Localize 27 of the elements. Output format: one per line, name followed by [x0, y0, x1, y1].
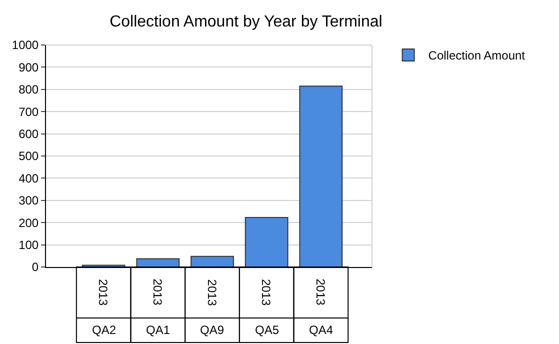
y-tick-label: 800: [18, 82, 39, 97]
bar: [299, 86, 343, 267]
text: 2013: [96, 278, 110, 306]
x-tick-label: QA9: [200, 323, 224, 337]
text: 2013: [313, 278, 328, 306]
bar: [190, 256, 234, 267]
y-tick-label: 0: [32, 260, 39, 274]
x-tick-label: QA2: [92, 323, 116, 337]
y-tick-label: 1000: [12, 38, 39, 52]
y-tick-label: 900: [18, 60, 39, 74]
text: 2013: [150, 278, 164, 306]
y-tick-label: 500: [18, 149, 39, 164]
chart-title: Collection Amount by Year by Terminal: [110, 14, 382, 31]
y-tick-label: 400: [18, 171, 39, 186]
bar: [136, 258, 180, 267]
y-tick-label: 600: [18, 127, 39, 141]
bar: [244, 216, 288, 267]
x-tick-label: QA5: [255, 323, 280, 337]
x-tick-label: QA4: [309, 323, 334, 337]
legend-label: Collection Amount: [428, 48, 526, 63]
y-tick-label: 300: [18, 194, 39, 208]
text: 2013: [204, 279, 219, 306]
y-tick-label: 700: [18, 104, 39, 119]
x-tick-label: QA1: [146, 323, 170, 337]
text: 2013: [259, 278, 274, 306]
y-tick-label: 200: [18, 216, 39, 230]
y-tick-label: 100: [18, 238, 39, 252]
